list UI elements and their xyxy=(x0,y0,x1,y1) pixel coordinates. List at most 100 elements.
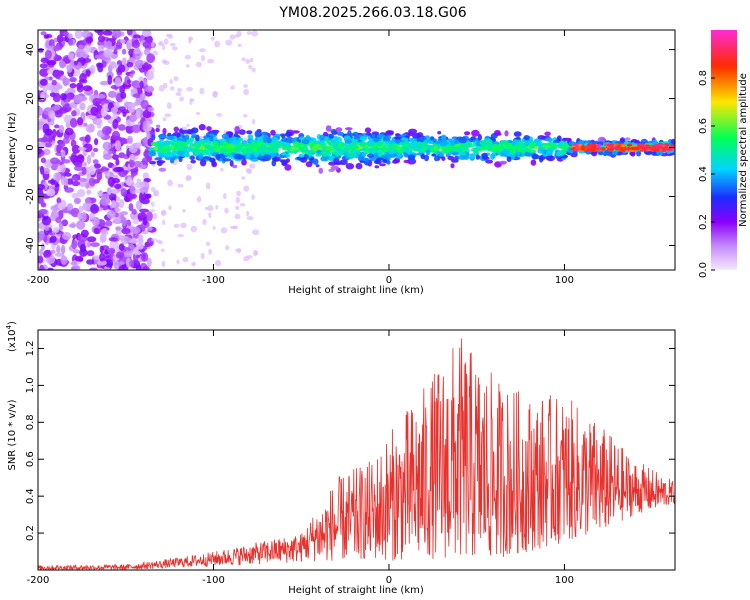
spectrogram-cell xyxy=(315,153,321,157)
x-tick-label: 0 xyxy=(386,275,392,286)
spectrogram-cell xyxy=(149,208,156,213)
spectrogram-cell xyxy=(119,85,126,94)
x-tick-label: -100 xyxy=(202,275,225,286)
spectrogram-cell xyxy=(191,127,199,134)
spectrogram-cell xyxy=(380,147,388,152)
spectrogram-cell xyxy=(334,136,342,144)
spectrogram-cell xyxy=(221,133,229,140)
spectrogram-cell xyxy=(142,266,150,270)
spectrogram-cell xyxy=(360,157,370,162)
spectrogram-cell xyxy=(92,216,100,227)
spectrogram-cell xyxy=(158,240,163,245)
spectrogram-cell xyxy=(44,142,52,148)
spectrogram-cell xyxy=(186,87,193,92)
spectrogram-cell xyxy=(62,137,70,144)
spectrogram-cell xyxy=(266,137,272,144)
spectrogram-cell xyxy=(161,260,166,268)
spectrogram-cell xyxy=(70,117,78,128)
spectrogram-cell xyxy=(447,155,455,161)
spectrogram-cell xyxy=(444,146,452,153)
spectrogram-cell xyxy=(574,147,579,152)
spectrogram-cell xyxy=(382,159,388,164)
spectrogram-cell xyxy=(130,168,139,174)
spectrogram-cell xyxy=(386,160,391,165)
chart-title: YM08.2025.266.03.18.G06 xyxy=(278,5,466,21)
spectrogram-cell xyxy=(586,143,594,148)
spectrogram-cell xyxy=(81,166,87,175)
spectrogram-cell xyxy=(126,61,134,68)
spectrogram-cell xyxy=(137,234,144,243)
spectrogram-cell xyxy=(121,217,127,227)
spectrogram-cell xyxy=(131,208,137,215)
spectrogram-cell xyxy=(431,153,437,157)
spectrogram-cell xyxy=(410,137,418,142)
spectrogram-cell xyxy=(38,124,42,131)
spectrogram-cell xyxy=(85,124,94,133)
spectrogram-cell xyxy=(115,196,120,202)
spectrogram-cell xyxy=(237,43,242,47)
spectrogram-cell xyxy=(589,148,596,152)
spectrogram-cell xyxy=(127,79,131,84)
spectrogram-cell xyxy=(117,64,126,73)
spectrogram-cell xyxy=(328,155,336,159)
spectrogram-cell xyxy=(177,88,183,92)
spectrogram-cell xyxy=(437,131,442,135)
spectrogram-cell xyxy=(379,163,386,167)
spectrogram-cell xyxy=(246,130,253,135)
spectrogram-cell xyxy=(423,154,430,162)
spectrogram-cell xyxy=(190,159,196,164)
spectrogram-cell xyxy=(52,128,57,139)
spectrogram-cell xyxy=(208,212,212,219)
spectrogram-cell xyxy=(126,30,133,36)
spectrogram-cell xyxy=(249,57,254,63)
spectrogram-cell xyxy=(236,155,246,159)
spectrogram-cell xyxy=(45,188,56,197)
spectrogram-cell xyxy=(449,139,456,147)
spectrogram-cell xyxy=(129,259,135,268)
spectrogram-cell xyxy=(78,146,87,151)
spectrogram-cell xyxy=(465,152,470,156)
spectrogram-cell xyxy=(420,153,426,160)
spectrogram-cell xyxy=(108,237,118,242)
spectrogram-cell xyxy=(243,185,250,192)
spectrogram-cell xyxy=(159,139,164,144)
spectrogram-cell xyxy=(180,222,187,229)
spectrogram-cell xyxy=(224,207,229,214)
spectrogram-cell xyxy=(69,77,77,83)
spectrogram-cell xyxy=(284,164,292,171)
spectrogram-cell xyxy=(51,209,59,219)
y-tick-label: 0.8 xyxy=(25,414,36,430)
spectrogram-cell xyxy=(66,203,74,212)
spectrogram-cell xyxy=(141,157,149,166)
spectrogram-cell xyxy=(69,101,77,109)
spectrogram-cell xyxy=(147,226,153,231)
spectrogram-cell xyxy=(223,192,227,200)
spectrogram-cell xyxy=(209,135,214,142)
spectrogram-cell xyxy=(171,46,178,51)
spectrogram-cell xyxy=(300,157,308,163)
spectrogram-cell xyxy=(176,150,186,156)
spectrogram-cell xyxy=(459,152,466,156)
spectrogram-cell xyxy=(139,208,150,213)
y-tick-label: 1.2 xyxy=(25,341,36,357)
spectrogram-cell xyxy=(115,226,122,231)
spectrogram-cell xyxy=(93,255,102,260)
spectrogram-cell xyxy=(184,54,191,60)
spectrogram-cell xyxy=(66,178,74,185)
spectrogram-cell xyxy=(246,210,250,217)
spectrogram-cell xyxy=(158,167,167,172)
spectrogram-cell xyxy=(152,50,159,56)
spectrogram-cell xyxy=(39,249,44,256)
spectrogram-cell xyxy=(46,83,54,91)
spectrogram-cell xyxy=(234,126,240,133)
spectrogram-cell xyxy=(191,132,197,137)
spectrogram-cell xyxy=(607,147,614,151)
spectrogram-cell xyxy=(207,58,215,64)
spectrogram-cell xyxy=(60,255,68,265)
spectrogram-cell xyxy=(143,150,151,158)
spectrogram-cell xyxy=(38,197,44,204)
spectrogram-cell xyxy=(104,49,112,59)
spectrogram-cell xyxy=(56,244,61,254)
spectrogram-cell xyxy=(118,137,127,144)
spectrogram-cell xyxy=(112,154,119,161)
